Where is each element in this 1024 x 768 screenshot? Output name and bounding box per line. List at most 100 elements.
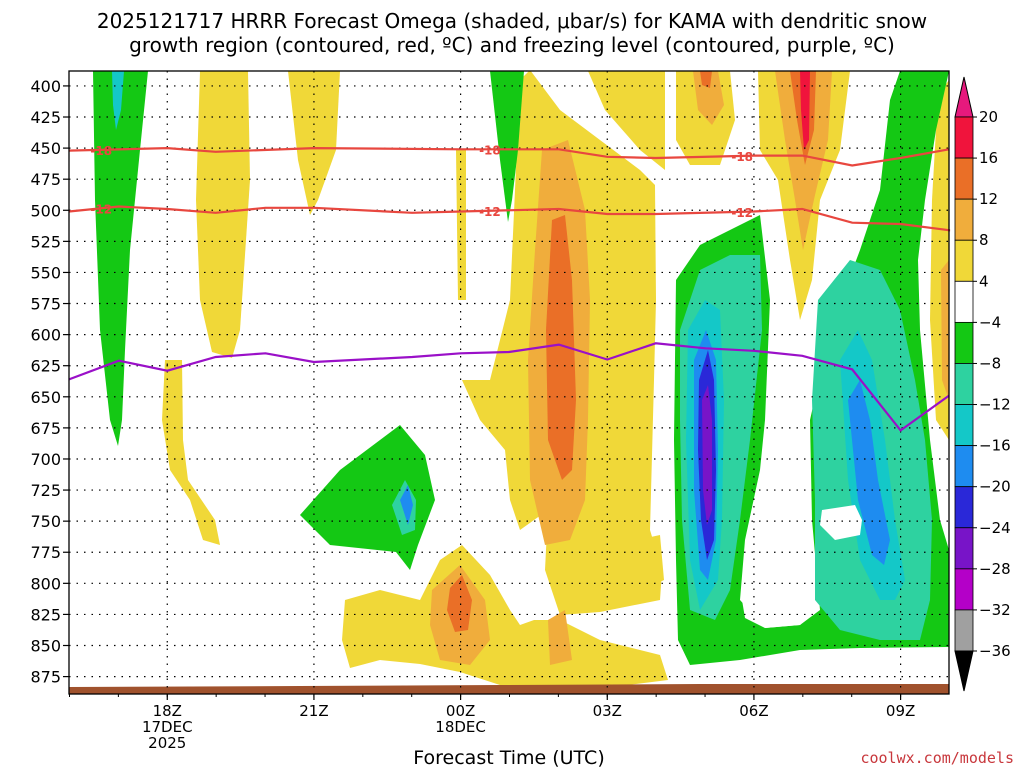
omega-region-green-c (300, 425, 435, 570)
contour-line-2 (68, 205, 951, 232)
omega-region-gold-e (548, 610, 572, 665)
x-tick-label: 06Z (739, 702, 768, 720)
omega-region-yellow-e (588, 71, 665, 170)
colorbar-top-arrow (954, 76, 974, 118)
x-tick-label: 09Z (886, 702, 915, 720)
colorbar-tick-label: 4 (979, 272, 989, 290)
colorbar-tick-label: 12 (979, 190, 998, 208)
contour-label: -18 (479, 143, 501, 157)
contours: -18 -18 -18 -12 -12 -12 (68, 143, 951, 432)
colorbar-swatch (954, 239, 974, 282)
x-tick-label: 2025 (148, 734, 186, 752)
contour-label: -18 (90, 144, 112, 158)
colorbar-tick-label: −12 (979, 396, 1011, 414)
colorbar-swatch (954, 445, 974, 488)
colorbar-tick-label: 8 (979, 231, 989, 249)
y-tick-label: 875 (30, 668, 61, 687)
colorbar-tick-label: −24 (979, 519, 1011, 537)
colorbar-tick-label: −32 (979, 601, 1011, 619)
colorbar-tick-label: −8 (979, 354, 1001, 372)
contour-label: -18 (731, 150, 753, 164)
y-tick-label: 800 (30, 574, 61, 593)
omega-region-yellow-small (646, 535, 664, 585)
omega-region-gold-d (693, 71, 724, 125)
colorbar-tick-label: −20 (979, 478, 1011, 496)
y-tick-label: 525 (30, 232, 61, 251)
colorbar-swatch (954, 198, 974, 241)
colorbar-swatch (954, 527, 974, 570)
colorbar-swatch (954, 568, 974, 611)
y-tick-label: 425 (30, 108, 61, 127)
omega-region-purple (702, 385, 712, 525)
x-axis-label: Forecast Time (UTC) (413, 747, 604, 768)
colorbar-tick-label: −36 (979, 642, 1011, 660)
x-tick-label: 18DEC (435, 718, 486, 736)
chart-title-line-2: growth region (contoured, red, ºC) and f… (129, 33, 895, 57)
y-tick-label: 575 (30, 295, 61, 314)
colorbar-tick-label: −16 (979, 437, 1011, 455)
x-tick-label: 17DEC (142, 718, 193, 736)
x-tick-label: 21Z (299, 702, 328, 720)
colorbar-swatch (954, 363, 974, 405)
y-tick-label: 475 (30, 170, 61, 189)
y-tick-label: 500 (30, 201, 61, 220)
y-tick-label: 725 (30, 481, 61, 500)
omega-region-red (800, 71, 810, 150)
y-tick-label: 650 (30, 388, 61, 407)
colorbar-swatch (954, 404, 974, 447)
omega-region-green-b (490, 71, 524, 222)
y-tick-label: 825 (30, 605, 61, 624)
colorbar-swatch (954, 321, 974, 364)
colorbar-swatch (954, 486, 974, 529)
y-tick-label: 450 (30, 139, 61, 158)
contour-line-3 (68, 342, 950, 432)
omega-gap-white-a (820, 505, 862, 540)
colorbar-tick-label: −4 (979, 313, 1001, 331)
y-tick-label: 625 (30, 357, 61, 376)
omega-region-blue-b (848, 380, 890, 565)
omega-region-orange-a (546, 215, 576, 480)
y-tick-label: 675 (30, 419, 61, 438)
omega-region-orange-b (447, 575, 472, 632)
y-tick-label: 850 (30, 637, 61, 656)
colorbar-swatch (954, 280, 974, 323)
credit-text: coolwx.com/models (860, 749, 1014, 767)
y-axis: 400 425 450 475 500 525 550 575 600 625 650 675 700 7… (30, 77, 69, 687)
contour-label: -12 (731, 206, 753, 220)
omega-gap-white-b (742, 585, 812, 628)
colorbar-swatch (954, 116, 974, 159)
omega-region-gold-c (775, 71, 832, 250)
y-tick-label: 600 (30, 326, 61, 345)
omega-region-yellow-b (288, 71, 340, 215)
y-tick-label: 775 (30, 543, 61, 562)
contour-label: -12 (90, 202, 112, 216)
omega-region-yellow-a (196, 71, 250, 358)
omega-region-gold-f (941, 260, 949, 400)
x-tick-label: 18Z (153, 702, 182, 720)
omega-region-blue-c (400, 485, 413, 525)
colorbar-tick-label: 20 (979, 108, 998, 126)
omega-shading (93, 71, 949, 686)
colorbar-tick-label: 16 (979, 149, 998, 167)
chart-title-line-1: 2025121717 HRRR Forecast Omega (shaded, … (97, 9, 927, 33)
colorbar-swatch (954, 157, 974, 200)
omega-region-green-a (93, 71, 148, 446)
omega-region-yellow-c (162, 360, 220, 545)
x-tick-label: 03Z (593, 702, 622, 720)
y-tick-label: 700 (30, 450, 61, 469)
contour-label: -12 (479, 205, 501, 219)
colorbar-bottom-arrow (954, 650, 974, 692)
y-tick-label: 750 (30, 512, 61, 531)
colorbar-swatch (954, 609, 974, 652)
x-tick-label: 00Z (446, 702, 475, 720)
omega-region-yellow-d (456, 150, 466, 300)
contour-line-1 (68, 146, 950, 167)
omega-region-yellow-low (342, 545, 668, 686)
omega-region-orange-d (700, 71, 712, 88)
y-tick-label: 550 (30, 263, 61, 282)
y-tick-label: 400 (30, 77, 61, 96)
colorbar: 20 16 12 8 4 −4 −8 −12 −16 −20 −24 −28 −32 −36 (954, 76, 1011, 692)
colorbar-tick-label: −28 (979, 560, 1011, 578)
